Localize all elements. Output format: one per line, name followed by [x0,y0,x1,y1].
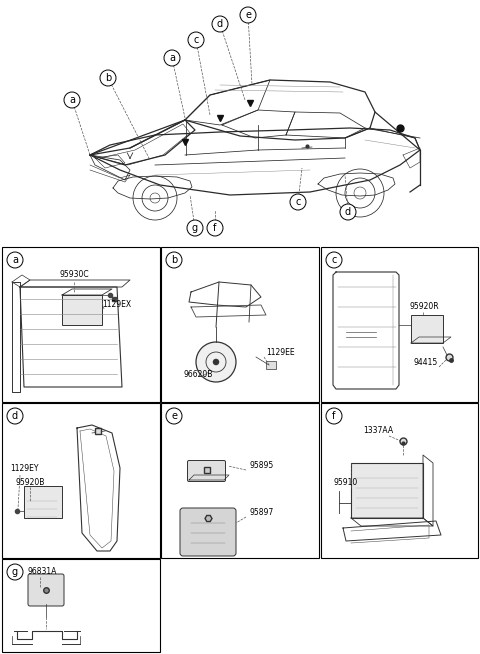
Text: 96620B: 96620B [183,370,212,379]
FancyBboxPatch shape [62,295,102,325]
Bar [24,486,62,518]
Text: a: a [169,53,175,63]
Circle shape [100,70,116,86]
Text: 95920B: 95920B [16,478,46,487]
Bar [266,361,276,369]
Bar [321,247,478,402]
Text: c: c [295,197,300,207]
Text: d: d [345,207,351,217]
Bar [161,247,319,402]
Text: c: c [331,255,336,265]
Circle shape [7,564,23,580]
Text: 1129EX: 1129EX [102,300,131,309]
FancyBboxPatch shape [188,460,226,481]
Bar [321,403,478,558]
Circle shape [64,92,80,108]
Circle shape [212,16,228,32]
Text: e: e [245,10,251,20]
Circle shape [7,408,23,424]
Text: g: g [12,567,18,577]
Text: d: d [217,19,223,29]
Text: c: c [193,35,199,45]
Text: g: g [192,223,198,233]
Text: 95897: 95897 [249,508,273,517]
Circle shape [187,220,203,236]
Circle shape [213,359,219,365]
Text: 95910: 95910 [333,478,357,487]
Text: 95920R: 95920R [409,302,439,311]
Circle shape [207,220,223,236]
Circle shape [326,252,342,268]
Bar [351,463,423,518]
Text: 94415: 94415 [413,358,437,367]
Text: a: a [12,255,18,265]
Text: f: f [213,223,216,233]
Text: 95895: 95895 [249,461,273,470]
Circle shape [7,252,23,268]
Circle shape [326,408,342,424]
Text: b: b [105,73,111,83]
Bar [411,315,443,343]
Bar [161,403,319,558]
Text: d: d [12,411,18,421]
Text: 96831A: 96831A [27,567,56,576]
Circle shape [340,204,356,220]
Bar [2,247,160,402]
Circle shape [188,32,204,48]
Circle shape [166,252,182,268]
FancyBboxPatch shape [28,574,64,606]
Text: 1337AA: 1337AA [363,426,393,435]
Text: b: b [171,255,177,265]
Circle shape [164,50,180,66]
Circle shape [240,7,256,23]
Circle shape [196,342,236,382]
Text: 95930C: 95930C [59,270,89,279]
Text: a: a [69,95,75,105]
Text: e: e [171,411,177,421]
Circle shape [290,194,306,210]
Text: 1129EE: 1129EE [266,348,295,357]
FancyBboxPatch shape [180,508,236,556]
Bar [2,559,160,652]
Text: 1129EY: 1129EY [10,464,38,473]
Text: f: f [332,411,336,421]
Circle shape [166,408,182,424]
Bar [2,403,160,558]
